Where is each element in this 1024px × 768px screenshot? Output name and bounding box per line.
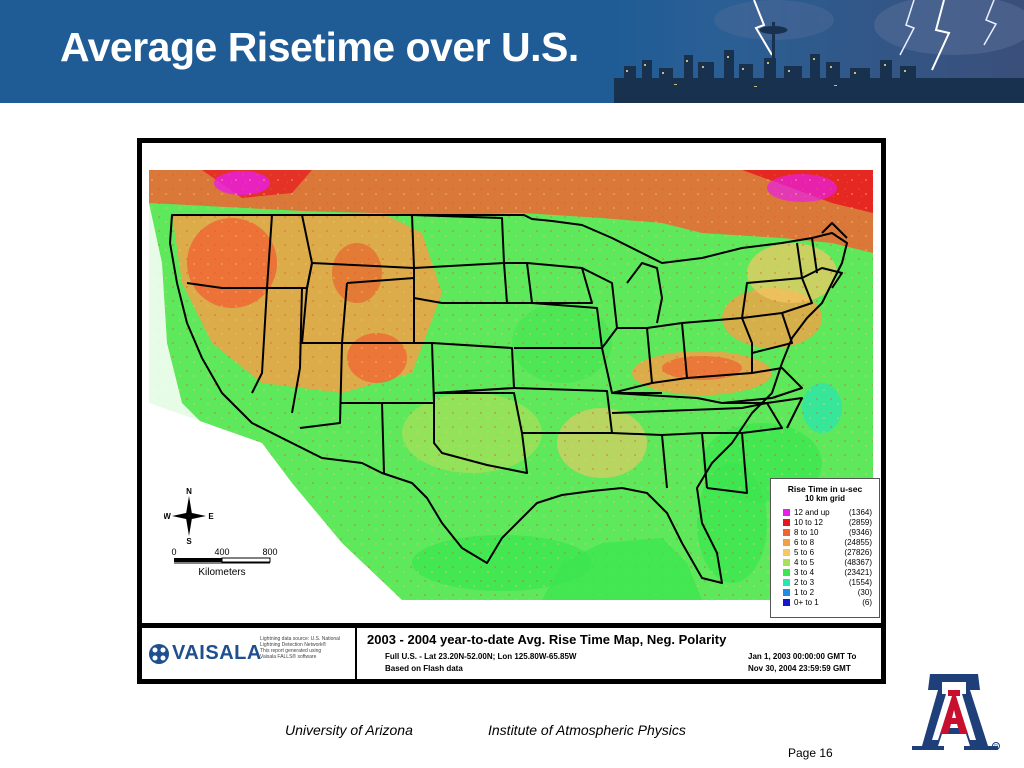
legend-item: 2 to 3 (1554) bbox=[771, 577, 879, 587]
vaisala-logo-icon bbox=[149, 643, 169, 664]
legend-swatch bbox=[783, 568, 790, 576]
report-footer: VAISALA Lightning data source: U.S. Nati… bbox=[142, 628, 881, 679]
scale-tick-1: 400 bbox=[214, 547, 229, 557]
footer-university: University of Arizona bbox=[285, 722, 413, 738]
compass-w-label: W bbox=[164, 512, 171, 521]
legend-swatch bbox=[783, 578, 790, 586]
footer-institute: Institute of Atmospheric Physics bbox=[488, 722, 686, 738]
slide-title: Average Risetime over U.S. bbox=[60, 24, 579, 70]
legend-item: 6 to 8 (24855) bbox=[771, 537, 879, 547]
risetime-map-figure: N S W E 0 400 800 Kilometers Rise Time i… bbox=[137, 138, 886, 684]
report-extent: Full U.S. - Lat 23.20N-52.00N; Lon 125.8… bbox=[385, 652, 577, 661]
report-title: 2003 - 2004 year-to-date Avg. Rise Time … bbox=[367, 632, 727, 647]
legend-swatch bbox=[783, 518, 790, 526]
city-lightning-photo bbox=[614, 0, 1024, 103]
us-risetime-map bbox=[149, 170, 873, 600]
vaisala-logo: VAISALA bbox=[148, 642, 262, 665]
report-date-to: Nov 30, 2004 23:59:59 GMT bbox=[748, 664, 851, 673]
report-data-basis: Based on Flash data bbox=[385, 664, 463, 673]
legend-item: 5 to 6 (27826) bbox=[771, 547, 879, 557]
legend-subtitle: 10 km grid bbox=[804, 494, 845, 503]
compass-e-label: E bbox=[208, 512, 214, 521]
vaisala-data-source: Lightning data source: U.S. National Lig… bbox=[260, 636, 341, 660]
scale-unit-label: Kilometers bbox=[198, 567, 245, 578]
scale-tick-0: 0 bbox=[171, 547, 176, 557]
compass-n-label: N bbox=[186, 488, 192, 496]
legend-item: 10 to 12 (2859) bbox=[771, 517, 879, 527]
legend-item: 3 to 4 (23421) bbox=[771, 567, 879, 577]
scale-tick-2: 800 bbox=[262, 547, 277, 557]
legend-item: 0+ to 1 (6) bbox=[771, 597, 879, 607]
map-panel: N S W E 0 400 800 Kilometers Rise Time i… bbox=[142, 143, 881, 623]
vaisala-branding: VAISALA Lightning data source: U.S. Nati… bbox=[142, 628, 357, 679]
compass-rose: N S W E bbox=[163, 487, 214, 546]
legend-swatch bbox=[783, 508, 790, 516]
legend-swatch bbox=[783, 538, 790, 546]
legend-swatch bbox=[783, 528, 790, 536]
legend-swatch bbox=[783, 558, 790, 566]
risetime-legend: Rise Time in u-sec 10 km grid 12 and up(… bbox=[770, 478, 880, 618]
legend-swatch bbox=[783, 588, 790, 596]
legend-item: 4 to 5 (48367) bbox=[771, 557, 879, 567]
university-of-arizona-logo: R bbox=[912, 674, 1000, 750]
legend-item: 8 to 10 (9346) bbox=[771, 527, 879, 537]
slide-header: Average Risetime over U.S. bbox=[0, 0, 1024, 103]
legend-item: 12 and up (1364) bbox=[771, 507, 879, 517]
page-number: Page 16 bbox=[788, 746, 833, 760]
legend-swatch bbox=[783, 548, 790, 556]
svg-text:R: R bbox=[994, 744, 998, 750]
report-date-from: Jan 1, 2003 00:00:00 GMT To bbox=[748, 652, 857, 661]
legend-title: Rise Time in u-sec bbox=[787, 484, 863, 494]
legend-item: 1 to 2 (30) bbox=[771, 587, 879, 597]
compass-s-label: S bbox=[186, 537, 192, 544]
scale-bar: 0 400 800 Kilometers bbox=[170, 545, 290, 585]
legend-swatch bbox=[783, 598, 790, 606]
